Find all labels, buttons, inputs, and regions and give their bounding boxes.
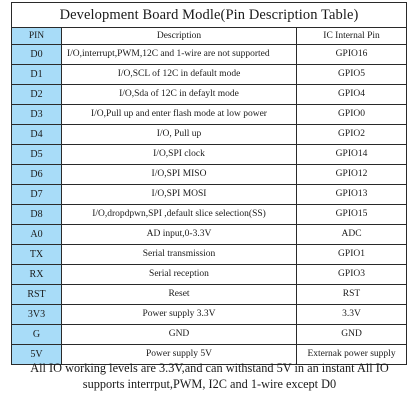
description-cell: I/O,interrupt,PWM,12C and 1-wire are not… (61, 44, 297, 65)
ic-pin-cell: GPIO15 (295, 204, 408, 225)
header-pin: PIN (11, 27, 62, 45)
table-row: RST Reset RST (11, 284, 408, 305)
header-description: Description (61, 27, 297, 45)
ic-pin-cell: GND (295, 324, 408, 345)
table-header-row: PIN Description IC Internal Pin (11, 27, 408, 45)
table-row: RX Serial reception GPIO3 (11, 264, 408, 285)
description-cell: Reset (61, 284, 297, 305)
ic-pin-cell: GPIO0 (295, 104, 408, 125)
description-cell: I/O,SPI clock (61, 144, 297, 165)
pin-cell: D1 (11, 64, 62, 85)
description-cell: Serial reception (61, 264, 297, 285)
pin-cell: D8 (11, 204, 62, 225)
pin-cell: D6 (11, 164, 62, 185)
table-row: D8 I/O,dropdpwn,SPI ,default slice select… (11, 204, 408, 225)
description-cell: Power supply 3.3V (61, 304, 297, 325)
description-cell: Serial transmission (61, 244, 297, 265)
pin-cell: RX (11, 264, 62, 285)
pin-cell: A0 (11, 224, 62, 245)
description-cell: I/O,SCL of 12C in default mode (61, 64, 297, 85)
ic-pin-cell: GPIO13 (295, 184, 408, 205)
ic-pin-cell: Externak power supply (295, 344, 408, 365)
ic-pin-cell: GPIO12 (295, 164, 408, 185)
table-row: 3V3 Power supply 3.3V 3.3V (11, 304, 408, 325)
description-cell: I/O,Sda of 12C in defaylt mode (61, 84, 297, 105)
pin-cell: G (11, 324, 62, 345)
ic-pin-cell: GPIO1 (295, 244, 408, 265)
ic-pin-cell: GPIO16 (295, 44, 408, 65)
description-cell: GND (61, 324, 297, 345)
pin-cell: TX (11, 244, 62, 265)
ic-pin-cell: RST (295, 284, 408, 305)
pin-cell: D4 (11, 124, 62, 145)
table-row: 5V Power supply 5V Externak power supply (11, 344, 408, 365)
pin-cell: D2 (11, 84, 62, 105)
table-row: D6 I/O,SPI MISO GPIO12 (11, 164, 408, 185)
ic-pin-cell: GPIO14 (295, 144, 408, 165)
description-cell: I/O, Pull up (61, 124, 297, 145)
table-row: G GND GND (11, 324, 408, 345)
table-title-row: Development Board Modle(Pin Description … (10, 2, 408, 28)
table-row: A0 AD input,0-3.3V ADC (11, 224, 408, 245)
description-cell: I/O,SPI MOSI (61, 184, 297, 205)
pin-cell: 3V3 (11, 304, 62, 325)
description-cell: I/O,Pull up and enter flash mode at low … (61, 104, 297, 125)
header-ic-internal-pin: IC Internal Pin (295, 27, 408, 45)
pin-cell: RST (11, 284, 62, 305)
ic-pin-cell: GPIO4 (295, 84, 408, 105)
pin-cell: 5V (11, 344, 62, 365)
pin-cell: D5 (11, 144, 62, 165)
ic-pin-cell: ADC (295, 224, 408, 245)
pin-cell: D0 (11, 44, 62, 65)
footnote-text: All IO working levels are 3.3V,and can w… (30, 361, 389, 391)
table-row: D1 I/O,SCL of 12C in default mode GPIO5 (11, 64, 408, 85)
table-row: D2 I/O,Sda of 12C in defaylt mode GPIO4 (11, 84, 408, 105)
table-body: D0 I/O,interrupt,PWM,12C and 1-wire are n… (11, 44, 408, 365)
description-cell: AD input,0-3.3V (61, 224, 297, 245)
ic-pin-cell: GPIO5 (295, 64, 408, 85)
table-row: D5 I/O,SPI clock GPIO14 (11, 144, 408, 165)
description-cell: I/O,SPI MISO (61, 164, 297, 185)
table-row: D3 I/O,Pull up and enter flash mode at lo… (11, 104, 408, 125)
description-cell: I/O,dropdpwn,SPI ,default slice selectio… (61, 204, 297, 225)
ic-pin-cell: GPIO2 (295, 124, 408, 145)
table-title: Development Board Modle(Pin Description … (10, 2, 408, 28)
table-row: D0 I/O,interrupt,PWM,12C and 1-wire are n… (11, 44, 408, 65)
table-row: D7 I/O,SPI MOSI GPIO13 (11, 184, 408, 205)
pin-description-table: Development Board Modle(Pin Description … (10, 2, 408, 365)
ic-pin-cell: GPIO3 (295, 264, 408, 285)
table-row: TX Serial transmission GPIO1 (11, 244, 408, 265)
table-row: D4 I/O, Pull up GPIO2 (11, 124, 408, 145)
ic-pin-cell: 3.3V (295, 304, 408, 325)
pin-cell: D3 (11, 104, 62, 125)
pin-cell: D7 (11, 184, 62, 205)
